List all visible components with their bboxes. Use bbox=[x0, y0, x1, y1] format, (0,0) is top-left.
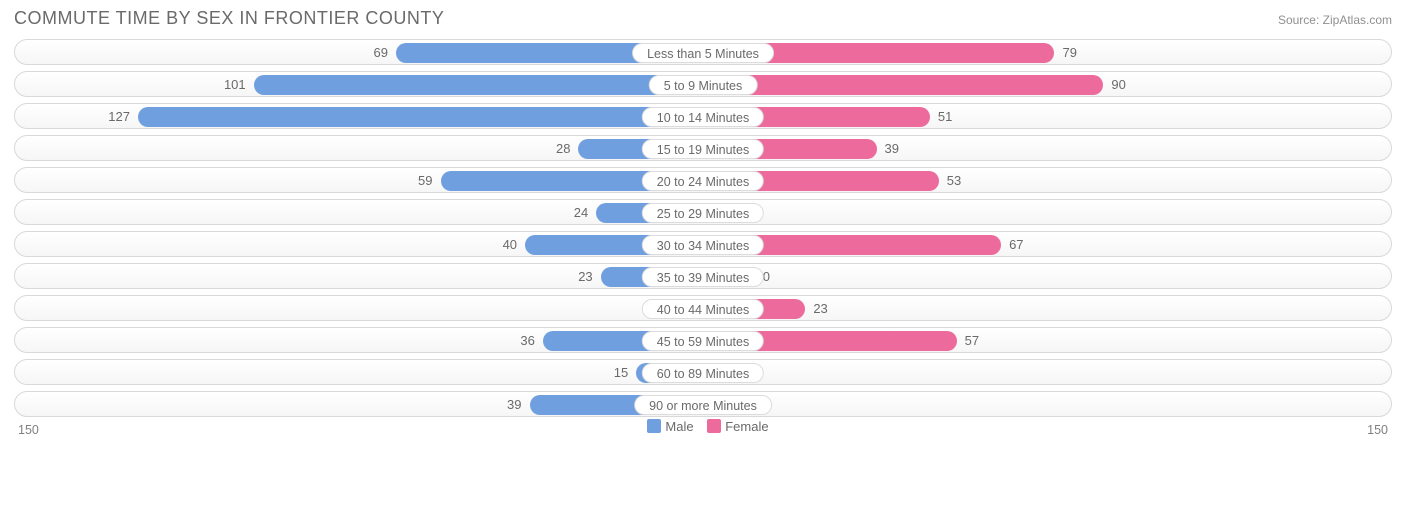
chart-title: Commute Time by Sex in Frontier County bbox=[14, 8, 444, 29]
category-pill: 30 to 34 Minutes bbox=[642, 235, 764, 255]
chart-row: 15960 to 89 Minutes bbox=[14, 359, 1392, 385]
chart-source: Source: ZipAtlas.com bbox=[1278, 13, 1392, 27]
chart-row: 231035 to 39 Minutes bbox=[14, 263, 1392, 289]
value-female: 53 bbox=[947, 168, 961, 194]
chart-row: 69 79 Less than 5 Minutes bbox=[14, 39, 1392, 65]
chart-row: 62340 to 44 Minutes bbox=[14, 295, 1392, 321]
chart-row: 127 51 10 to 14 Minutes bbox=[14, 103, 1392, 129]
legend-label-female: Female bbox=[725, 419, 768, 434]
chart-row: 39490 or more Minutes bbox=[14, 391, 1392, 417]
chart-rows: 69 79 Less than 5 Minutes 101 90 5 to 9 Minut… bbox=[14, 39, 1392, 417]
bar-male bbox=[138, 107, 703, 127]
axis-right-max: 150 bbox=[1367, 423, 1388, 437]
chart-row: 40 67 30 to 34 Minutes bbox=[14, 231, 1392, 257]
chart-row: 101 90 5 to 9 Minutes bbox=[14, 71, 1392, 97]
value-female: 23 bbox=[813, 296, 827, 322]
chart-row: 24925 to 29 Minutes bbox=[14, 199, 1392, 225]
bar-male bbox=[254, 75, 703, 95]
chart-header: Commute Time by Sex in Frontier County S… bbox=[14, 8, 1392, 29]
value-male: 127 bbox=[108, 104, 130, 130]
value-female: 57 bbox=[965, 328, 979, 354]
legend-swatch-female bbox=[707, 419, 721, 433]
value-male: 39 bbox=[507, 392, 521, 418]
value-male: 24 bbox=[574, 200, 588, 226]
category-pill: 90 or more Minutes bbox=[634, 395, 772, 415]
value-male: 69 bbox=[374, 40, 388, 66]
value-male: 59 bbox=[418, 168, 432, 194]
value-male: 101 bbox=[224, 72, 246, 98]
category-pill: 20 to 24 Minutes bbox=[642, 171, 764, 191]
legend: Male Female bbox=[14, 419, 1392, 434]
legend-swatch-male bbox=[647, 419, 661, 433]
category-pill: 40 to 44 Minutes bbox=[642, 299, 764, 319]
value-male: 23 bbox=[578, 264, 592, 290]
value-female: 39 bbox=[885, 136, 899, 162]
category-pill: 60 to 89 Minutes bbox=[642, 363, 764, 383]
value-female: 79 bbox=[1062, 40, 1076, 66]
category-pill: 5 to 9 Minutes bbox=[649, 75, 758, 95]
legend-label-male: Male bbox=[665, 419, 693, 434]
value-male: 28 bbox=[556, 136, 570, 162]
bar-female bbox=[703, 75, 1103, 95]
chart-row: 59 53 20 to 24 Minutes bbox=[14, 167, 1392, 193]
value-female: 90 bbox=[1111, 72, 1125, 98]
chart-row: 28 39 15 to 19 Minutes bbox=[14, 135, 1392, 161]
value-female: 51 bbox=[938, 104, 952, 130]
category-pill: 10 to 14 Minutes bbox=[642, 107, 764, 127]
category-pill: 15 to 19 Minutes bbox=[642, 139, 764, 159]
commute-chart: Commute Time by Sex in Frontier County S… bbox=[0, 0, 1406, 440]
value-male: 36 bbox=[520, 328, 534, 354]
value-male: 15 bbox=[614, 360, 628, 386]
axis-left-max: 150 bbox=[18, 423, 39, 437]
value-female: 67 bbox=[1009, 232, 1023, 258]
value-male: 40 bbox=[503, 232, 517, 258]
category-pill: 25 to 29 Minutes bbox=[642, 203, 764, 223]
category-pill: 35 to 39 Minutes bbox=[642, 267, 764, 287]
category-pill: 45 to 59 Minutes bbox=[642, 331, 764, 351]
category-pill: Less than 5 Minutes bbox=[632, 43, 774, 63]
chart-row: 36 57 45 to 59 Minutes bbox=[14, 327, 1392, 353]
